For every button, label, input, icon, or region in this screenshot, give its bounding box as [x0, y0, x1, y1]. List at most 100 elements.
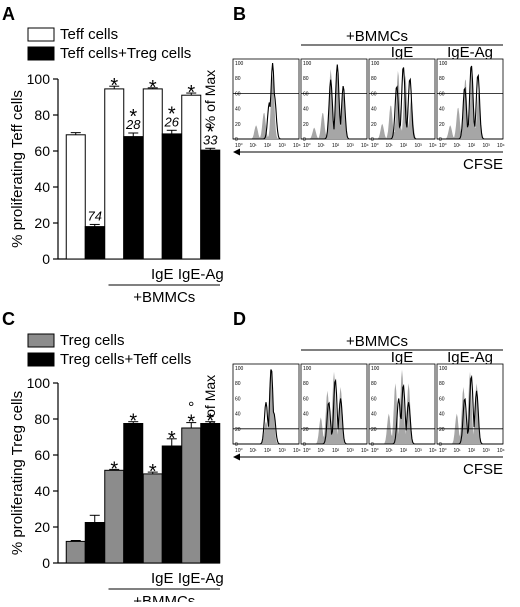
y-tick-label: 60 [235, 396, 241, 402]
y-tick-label: 20 [439, 427, 445, 433]
histogram-black-line [369, 67, 435, 140]
bar [181, 94, 202, 260]
bar [104, 88, 125, 260]
significance-mark: * [129, 411, 137, 433]
y-axis-label: % proliferating Treg cells [9, 391, 26, 555]
group-label: +BMMCs [133, 593, 195, 602]
y-tick-label: 80 [371, 381, 377, 387]
x-tick-label: 10³ [347, 143, 355, 149]
y-axis-label: % of Max [202, 375, 218, 433]
group-label: +BMMCs [346, 28, 408, 45]
histogram-black-line [233, 369, 299, 445]
x-tick-label: 10¹ [318, 448, 326, 454]
y-tick-label: 20 [371, 122, 377, 128]
legend-swatch [27, 27, 55, 42]
x-tick-label: 10³ [279, 143, 287, 149]
histogram-subpanel: IgE-Ag 0 20 40 60 80 100 10⁰ 10¹ 10² 10³ 10⁴ [436, 349, 505, 454]
y-tick-label: 0 [371, 137, 374, 143]
x-tick-label: 10¹ [318, 143, 326, 149]
x-tick-label: 10⁴ [361, 448, 369, 454]
y-tick-label: 20 [34, 519, 50, 535]
y-tick-label: 20 [303, 122, 309, 128]
x-tick-label: 10¹ [386, 448, 394, 454]
y-tick-label: 40 [303, 107, 309, 113]
x-tick-label: 10⁴ [429, 143, 437, 149]
y-tick-label: 20 [371, 427, 377, 433]
bar [181, 427, 202, 564]
y-tick-label: 100 [371, 366, 380, 372]
y-tick-label: 80 [439, 381, 445, 387]
panel-label-c: C [2, 309, 15, 329]
x-tick-label: 10³ [483, 143, 491, 149]
cfse-arrow-head [233, 148, 240, 156]
significance-mark: * [149, 461, 157, 483]
bar [104, 469, 125, 564]
x-axis-label: CFSE [463, 461, 503, 478]
significance-mark: * [206, 121, 214, 143]
y-tick-label: 100 [303, 61, 312, 67]
bar [84, 226, 105, 260]
significance-mark: * [129, 106, 137, 128]
x-tick-label: 10² [264, 448, 272, 454]
legend-swatch [27, 46, 55, 61]
significance-mark: * [110, 75, 118, 97]
category-label: IgE-Ag [178, 266, 224, 283]
x-tick-label: 10⁰ [303, 448, 311, 454]
bar [161, 133, 182, 260]
histogram-subpanel: IgE 0 20 40 60 80 100 10⁰ 10¹ 10² 10³ 10⁴ [368, 349, 437, 454]
bar [65, 540, 86, 564]
histogram-black-line [437, 65, 503, 140]
x-tick-label: 10² [264, 143, 272, 149]
subpanel-label: IgE-Ag [447, 44, 493, 61]
group-label: +BMMCs [133, 289, 195, 306]
significance-mark: * [168, 103, 176, 125]
histogram-subpanel: 0 20 40 60 80 100 10⁰ 10¹ 10² 10³ 10⁴ [300, 58, 369, 149]
histogram-subpanel: 0 20 40 60 80 100 10⁰ 10¹ 10² 10³ 10⁴ [232, 363, 301, 454]
x-tick-label: 10² [400, 143, 408, 149]
x-tick-label: 10⁰ [439, 448, 447, 454]
x-tick-label: 10⁰ [371, 448, 379, 454]
category-label: IgE-Ag [178, 570, 224, 587]
category-label: IgE [151, 266, 174, 283]
y-tick-label: 40 [34, 179, 50, 195]
x-tick-label: 10³ [347, 448, 355, 454]
y-tick-label: 100 [235, 61, 244, 67]
x-tick-label: 10³ [415, 143, 423, 149]
y-tick-label: 40 [303, 412, 309, 418]
bar-chart-c: Treg cells Treg cells+Teff cells 0 20 40 60 80… [9, 332, 224, 607]
legend-label: Treg cells [60, 332, 124, 349]
y-tick-label: 40 [371, 107, 377, 113]
category-label: IgE [151, 570, 174, 587]
x-tick-label: 10¹ [250, 448, 258, 454]
y-tick-label: 0 [42, 555, 50, 571]
significance-mark: * [168, 428, 176, 450]
x-tick-label: 10³ [415, 448, 423, 454]
significance-mark: * [110, 458, 118, 480]
y-tick-label: 0 [439, 442, 442, 448]
group-label: +BMMCs [346, 333, 408, 350]
legend-label: Teff cells+Treg cells [60, 45, 191, 62]
y-tick-label: 80 [371, 76, 377, 82]
y-tick-label: 0 [371, 442, 374, 448]
x-tick-label: 10⁴ [497, 448, 505, 454]
histogram-subpanel: IgE 0 20 40 60 80 100 10⁰ 10¹ 10² 10³ 10⁴ [368, 44, 437, 149]
panel-label-b: B [233, 4, 246, 24]
histogram-black-line [233, 62, 299, 140]
bar [84, 522, 105, 564]
significance-mark: * [149, 77, 157, 99]
x-tick-label: 10¹ [454, 143, 462, 149]
histogram-panel-d: +BMMCs % of Max 0 20 40 60 80 100 10⁰ 10¹ 10² 10³ 10… [202, 333, 505, 478]
y-tick-label: 20 [303, 427, 309, 433]
y-tick-label: 60 [371, 91, 377, 97]
y-tick-label: 80 [235, 381, 241, 387]
histogram-black-line [301, 378, 367, 445]
y-tick-label: 40 [235, 412, 241, 418]
bar [142, 88, 163, 260]
y-axis-label: % of Max [202, 70, 218, 128]
x-tick-label: 10⁴ [429, 448, 437, 454]
y-tick-label: 20 [439, 122, 445, 128]
x-axis-label: CFSE [463, 156, 503, 173]
y-tick-label: 100 [27, 71, 51, 87]
